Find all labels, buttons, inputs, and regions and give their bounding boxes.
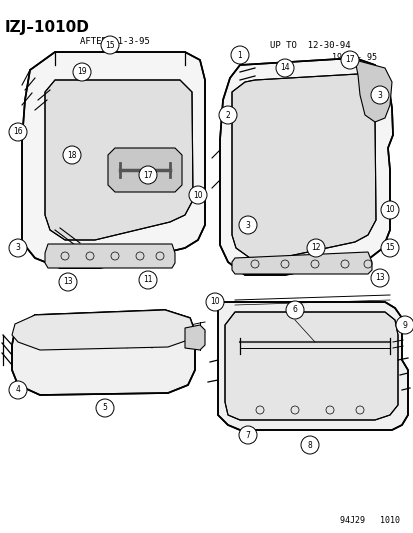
Circle shape — [139, 271, 157, 289]
Circle shape — [380, 239, 398, 257]
Text: 18: 18 — [67, 150, 76, 159]
Polygon shape — [224, 312, 397, 420]
Text: 16: 16 — [13, 127, 23, 136]
Circle shape — [300, 436, 318, 454]
Circle shape — [63, 146, 81, 164]
Polygon shape — [45, 244, 175, 268]
Circle shape — [9, 381, 27, 399]
Circle shape — [59, 273, 77, 291]
Text: IZJ–1010D: IZJ–1010D — [5, 20, 90, 35]
Text: 1: 1 — [237, 51, 242, 60]
Polygon shape — [231, 74, 375, 258]
Circle shape — [395, 316, 413, 334]
Circle shape — [9, 123, 27, 141]
Circle shape — [9, 239, 27, 257]
Polygon shape — [108, 148, 182, 192]
Circle shape — [101, 36, 119, 54]
Circle shape — [189, 186, 206, 204]
Text: 11: 11 — [143, 276, 152, 285]
Text: 94J29   1010: 94J29 1010 — [339, 516, 399, 525]
Circle shape — [370, 269, 388, 287]
Circle shape — [206, 293, 223, 311]
Circle shape — [306, 239, 324, 257]
Circle shape — [230, 46, 248, 64]
Circle shape — [73, 63, 91, 81]
Polygon shape — [231, 252, 371, 274]
Text: 2: 2 — [225, 110, 230, 119]
Text: 12: 12 — [311, 244, 320, 253]
Text: 6: 6 — [292, 305, 297, 314]
Text: 3: 3 — [16, 244, 20, 253]
Text: 9: 9 — [401, 320, 406, 329]
Polygon shape — [45, 80, 192, 240]
Polygon shape — [22, 52, 204, 268]
Text: AFTER  1-3-95: AFTER 1-3-95 — [80, 37, 150, 46]
Circle shape — [285, 301, 303, 319]
Polygon shape — [219, 58, 392, 275]
Circle shape — [96, 399, 114, 417]
Circle shape — [238, 216, 256, 234]
Text: 8: 8 — [307, 440, 312, 449]
Polygon shape — [218, 302, 407, 430]
Text: 7: 7 — [245, 431, 250, 440]
Polygon shape — [185, 325, 204, 350]
Text: 19: 19 — [77, 68, 87, 77]
Circle shape — [275, 59, 293, 77]
Circle shape — [370, 86, 388, 104]
Text: 15: 15 — [105, 41, 114, 50]
Text: 3: 3 — [245, 221, 250, 230]
Text: 17: 17 — [143, 171, 152, 180]
Polygon shape — [12, 310, 195, 350]
Text: UP TO  12-30-94: UP TO 12-30-94 — [269, 41, 349, 50]
Text: 17: 17 — [344, 55, 354, 64]
Text: 10: 10 — [210, 297, 219, 306]
Text: 13: 13 — [374, 273, 384, 282]
Text: 10: 10 — [193, 190, 202, 199]
Text: 14: 14 — [280, 63, 289, 72]
Text: 15: 15 — [384, 244, 394, 253]
Text: 13: 13 — [63, 278, 73, 287]
Text: 10: 10 — [384, 206, 394, 214]
Circle shape — [218, 106, 236, 124]
Circle shape — [380, 201, 398, 219]
Text: 4: 4 — [16, 385, 20, 394]
Text: 5: 5 — [102, 403, 107, 413]
Circle shape — [238, 426, 256, 444]
Polygon shape — [12, 310, 195, 395]
Circle shape — [340, 51, 358, 69]
Polygon shape — [354, 60, 391, 122]
Text: 1994 - 95: 1994 - 95 — [332, 53, 377, 62]
Circle shape — [139, 166, 157, 184]
Text: 3: 3 — [377, 91, 382, 100]
